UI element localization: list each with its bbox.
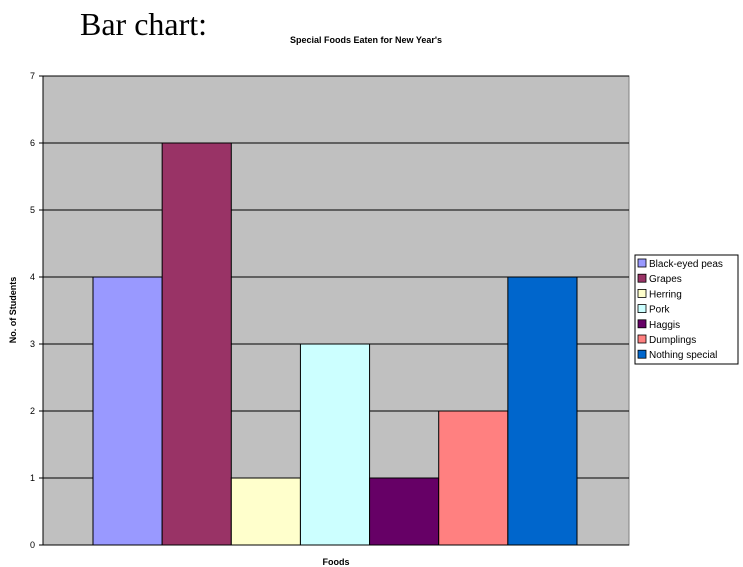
legend-swatch (637, 273, 647, 283)
legend-swatch (637, 349, 647, 359)
y-tick-label: 3 (30, 339, 35, 349)
bar-dumplings (438, 410, 509, 546)
legend-label: Haggis (649, 320, 680, 331)
legend-label: Grapes (649, 274, 682, 285)
bar-pork (299, 343, 371, 546)
y-tick-label: 7 (30, 71, 35, 81)
page-heading: Bar chart: (80, 6, 208, 42)
legend-swatch (637, 288, 647, 298)
legend-swatch (637, 258, 647, 268)
legend-swatch (637, 319, 647, 329)
x-axis-title: Foods (323, 557, 350, 567)
chart-title: Special Foods Eaten for New Year's (290, 35, 442, 45)
y-tick-label: 0 (30, 540, 35, 550)
y-tick-label: 4 (30, 272, 35, 282)
legend-swatch (637, 334, 647, 344)
legend-label: Black-eyed peas (649, 259, 723, 270)
legend-label: Pork (649, 305, 671, 316)
y-axis-title: No. of Students (8, 277, 18, 344)
bar-haggis (369, 477, 440, 546)
bar-nothing-special (507, 276, 578, 546)
legend-box (634, 254, 739, 365)
bars (92, 142, 578, 546)
y-tick-label: 2 (30, 406, 35, 416)
legend-label: Nothing special (649, 350, 717, 361)
legend: Black-eyed peas Grapes Herring Pork Haggis Du… (634, 254, 739, 365)
y-axis-ticks: 0 1 2 3 4 5 6 7 (30, 71, 43, 550)
y-tick-label: 1 (30, 473, 35, 483)
bar-herring (230, 477, 301, 546)
legend-swatch (637, 304, 647, 314)
legend-label: Dumplings (649, 335, 696, 346)
y-tick-label: 6 (30, 138, 35, 148)
bar-grapes (161, 142, 232, 546)
legend-label: Herring (649, 289, 682, 300)
bar-black-eyed-peas (92, 276, 163, 546)
y-tick-label: 5 (30, 205, 35, 215)
